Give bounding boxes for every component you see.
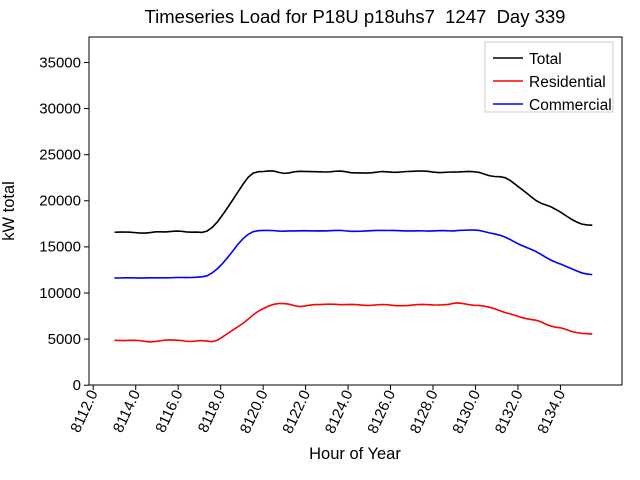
svg-text:8122.0: 8122.0	[279, 388, 314, 437]
svg-text:Residential: Residential	[529, 74, 606, 91]
svg-text:8116.0: 8116.0	[152, 388, 186, 436]
svg-text:30000: 30000	[39, 100, 81, 117]
svg-text:8126.0: 8126.0	[364, 388, 399, 437]
svg-text:35000: 35000	[39, 54, 81, 71]
svg-text:Commercial: Commercial	[529, 97, 612, 114]
svg-text:8112.0: 8112.0	[67, 388, 101, 436]
svg-text:8128.0: 8128.0	[407, 388, 442, 437]
svg-text:Total: Total	[529, 51, 562, 68]
svg-text:kW total: kW total	[0, 181, 18, 241]
svg-text:25000: 25000	[39, 147, 81, 164]
svg-text:8124.0: 8124.0	[322, 388, 357, 437]
svg-text:10000: 10000	[39, 285, 81, 302]
svg-text:5000: 5000	[48, 331, 81, 348]
svg-text:Timeseries Load for P18U p18uh: Timeseries Load for P18U p18uhs7 1247 Da…	[145, 6, 566, 27]
svg-text:15000: 15000	[39, 239, 81, 256]
svg-text:8134.0: 8134.0	[534, 388, 569, 437]
svg-text:8120.0: 8120.0	[237, 388, 272, 437]
svg-text:8114.0: 8114.0	[110, 388, 144, 436]
svg-text:20000: 20000	[39, 193, 81, 210]
svg-text:8118.0: 8118.0	[195, 388, 229, 436]
svg-text:0: 0	[73, 377, 81, 394]
svg-text:Hour of Year: Hour of Year	[309, 445, 401, 463]
svg-text:8130.0: 8130.0	[449, 388, 484, 437]
svg-text:8132.0: 8132.0	[492, 388, 527, 437]
